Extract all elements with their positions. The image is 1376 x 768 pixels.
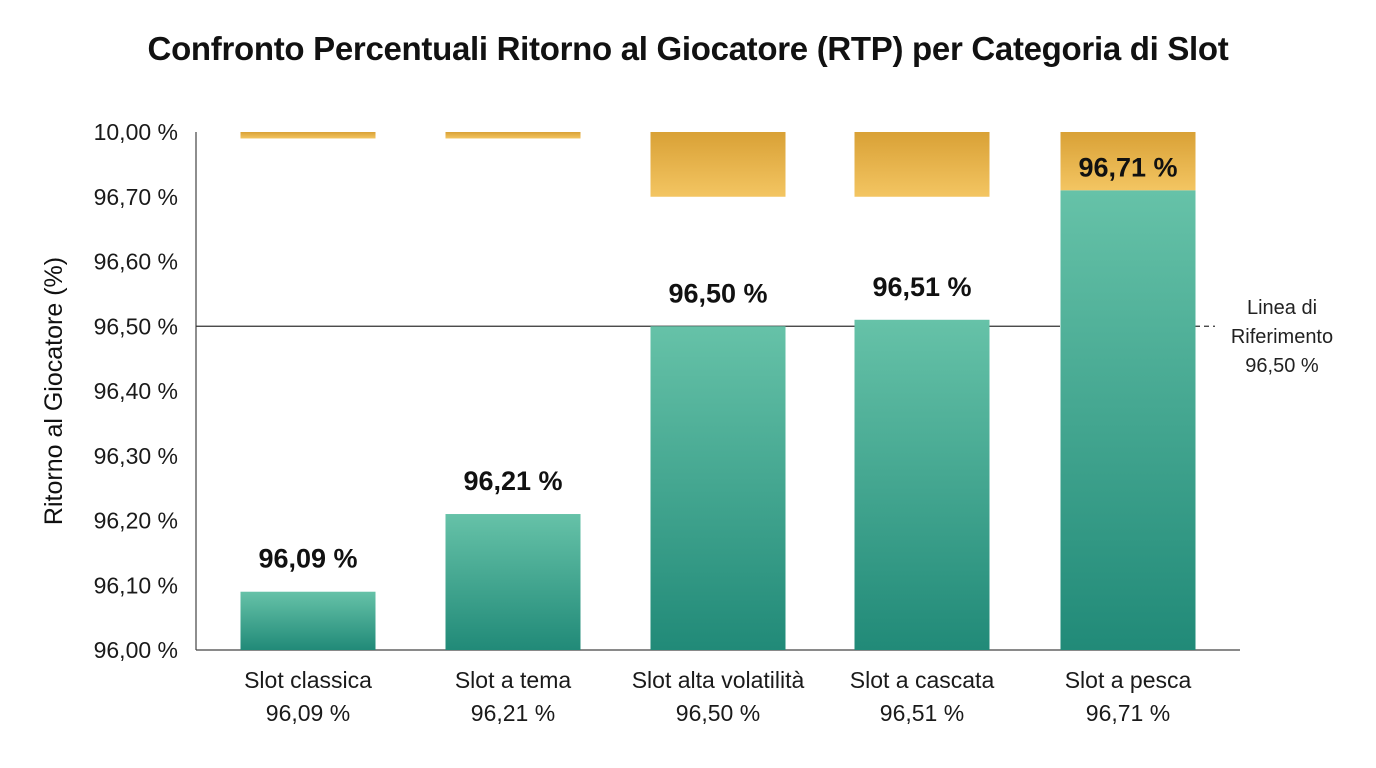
y-tick-label: 96,10 %	[94, 572, 178, 598]
y-tick-label: 96,40 %	[94, 378, 178, 404]
cap-segment-2	[445, 132, 581, 139]
bar-3	[650, 326, 786, 650]
x-category-label: Slot classica	[244, 667, 372, 693]
y-tick-label: 96,70 %	[94, 184, 178, 210]
x-category-value: 96,71 %	[1086, 700, 1170, 726]
data-label: 96,21 %	[463, 466, 562, 496]
x-category-label: Slot a pesca	[1065, 667, 1192, 693]
x-category-label: Slot alta volatilità	[632, 667, 805, 693]
x-category-value: 96,50 %	[676, 700, 760, 726]
y-tick-label: 96,60 %	[94, 249, 178, 275]
y-tick-label: 10,00 %	[94, 119, 178, 145]
y-tick-label: 96,20 %	[94, 508, 178, 534]
reference-line-label: Riferimento	[1231, 326, 1333, 348]
x-category-value: 96,09 %	[266, 700, 350, 726]
reference-line-label: 96,50 %	[1245, 355, 1319, 377]
data-label: 96,50 %	[668, 278, 767, 308]
bar-2	[445, 514, 581, 650]
y-tick-label: 96,00 %	[94, 637, 178, 663]
cap-segment-3	[650, 132, 786, 197]
reference-line-label: Linea di	[1247, 297, 1317, 319]
x-category-value: 96,21 %	[471, 700, 555, 726]
y-tick-label: 96,30 %	[94, 443, 178, 469]
cap-segment-4	[854, 132, 990, 197]
cap-segment-5	[1060, 132, 1196, 191]
x-category-label: Slot a cascata	[850, 667, 995, 693]
cap-segment-1	[240, 132, 376, 139]
bar-1	[240, 591, 376, 650]
x-category-value: 96,51 %	[880, 700, 964, 726]
bar-4	[854, 319, 990, 650]
data-label: 96,51 %	[872, 272, 971, 302]
y-tick-label: 96,50 %	[94, 313, 178, 339]
bar-5	[1060, 190, 1196, 650]
data-label: 96,71 %	[1078, 152, 1177, 182]
x-category-label: Slot a tema	[455, 667, 572, 693]
data-label: 96,09 %	[258, 544, 357, 574]
y-axis-label: Ritorno al Giocatore (%)	[40, 257, 68, 525]
chart-title: Confronto Percentuali Ritorno al Giocato…	[147, 30, 1229, 67]
